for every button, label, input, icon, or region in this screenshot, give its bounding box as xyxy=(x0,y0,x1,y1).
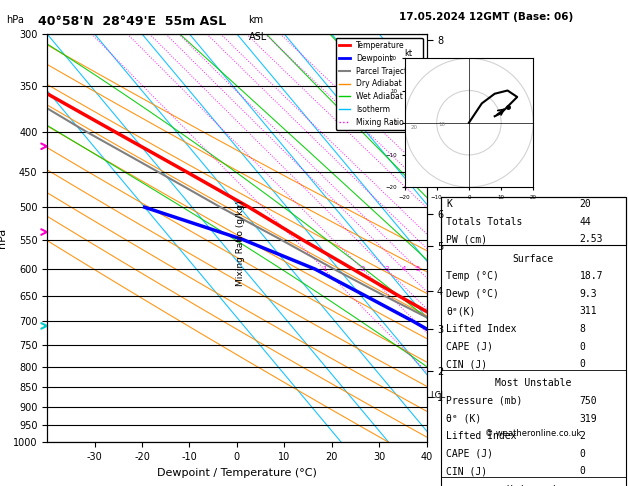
Text: 4: 4 xyxy=(402,266,406,272)
Text: CAPE (J): CAPE (J) xyxy=(447,449,493,459)
Text: 2: 2 xyxy=(360,266,365,272)
Text: kt: kt xyxy=(404,49,413,57)
Text: 18.7: 18.7 xyxy=(579,271,603,281)
Text: 1: 1 xyxy=(322,266,326,272)
Text: 750: 750 xyxy=(579,396,597,406)
Text: 0: 0 xyxy=(579,342,586,351)
Text: 20: 20 xyxy=(411,125,418,130)
Text: θᵉ(K): θᵉ(K) xyxy=(447,307,476,316)
Text: 8: 8 xyxy=(579,324,586,334)
Text: 311: 311 xyxy=(579,307,597,316)
Text: Lifted Index: Lifted Index xyxy=(447,431,517,441)
Text: Most Unstable: Most Unstable xyxy=(495,379,572,388)
Text: 2: 2 xyxy=(579,431,586,441)
Text: PW (cm): PW (cm) xyxy=(447,234,487,244)
Text: Totals Totals: Totals Totals xyxy=(447,217,523,227)
Text: 0: 0 xyxy=(579,449,586,459)
Text: CAPE (J): CAPE (J) xyxy=(447,342,493,351)
Text: 319: 319 xyxy=(579,414,597,423)
Text: Surface: Surface xyxy=(513,254,554,264)
Text: K: K xyxy=(447,199,452,209)
Text: 9.3: 9.3 xyxy=(579,289,597,299)
Text: 10: 10 xyxy=(438,122,445,127)
Y-axis label: hPa: hPa xyxy=(0,228,8,248)
Text: Mixing Ratio (g/kg): Mixing Ratio (g/kg) xyxy=(236,200,245,286)
Text: Pressure (mb): Pressure (mb) xyxy=(447,396,523,406)
Text: km: km xyxy=(248,15,264,25)
Text: LCL: LCL xyxy=(430,391,445,399)
Text: 3: 3 xyxy=(384,266,389,272)
Text: 20: 20 xyxy=(579,199,591,209)
Text: 0: 0 xyxy=(579,466,586,476)
X-axis label: Dewpoint / Temperature (°C): Dewpoint / Temperature (°C) xyxy=(157,468,317,478)
Text: 0: 0 xyxy=(579,359,586,369)
Text: Temp (°C): Temp (°C) xyxy=(447,271,499,281)
Legend: Temperature, Dewpoint, Parcel Trajectory, Dry Adiabat, Wet Adiabat, Isotherm, Mi: Temperature, Dewpoint, Parcel Trajectory… xyxy=(336,38,423,130)
Text: Lifted Index: Lifted Index xyxy=(447,324,517,334)
Text: ASL: ASL xyxy=(248,32,267,42)
Text: © weatheronline.co.uk: © weatheronline.co.uk xyxy=(485,429,581,438)
Text: 40°58'N  28°49'E  55m ASL: 40°58'N 28°49'E 55m ASL xyxy=(38,15,226,28)
Text: CIN (J): CIN (J) xyxy=(447,359,487,369)
Text: 44: 44 xyxy=(579,217,591,227)
Text: Dewp (°C): Dewp (°C) xyxy=(447,289,499,299)
Text: hPa: hPa xyxy=(6,15,24,25)
Text: θᵉ (K): θᵉ (K) xyxy=(447,414,482,423)
Text: 2.53: 2.53 xyxy=(579,234,603,244)
Text: 17.05.2024 12GMT (Base: 06): 17.05.2024 12GMT (Base: 06) xyxy=(399,12,574,22)
Text: CIN (J): CIN (J) xyxy=(447,466,487,476)
Text: 5: 5 xyxy=(416,266,420,272)
